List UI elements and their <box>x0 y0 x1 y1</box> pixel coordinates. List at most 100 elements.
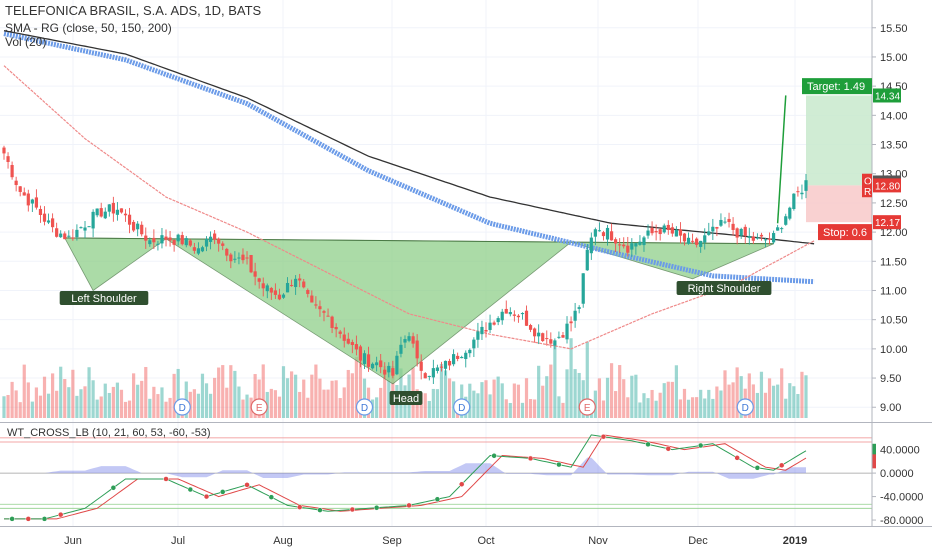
volume-bar <box>545 376 549 418</box>
candle-body <box>565 323 569 340</box>
volume-bar <box>642 393 646 418</box>
volume-bar <box>423 393 427 418</box>
candle-body <box>771 233 776 243</box>
target-price-tag: 14.34 <box>875 91 900 102</box>
volume-bar <box>695 397 699 418</box>
volume-bar <box>731 382 735 418</box>
volume-bar <box>111 386 115 418</box>
candle-body <box>225 248 229 256</box>
volume-bar <box>516 384 521 418</box>
volume-bar <box>127 400 132 418</box>
candle-body <box>666 224 670 231</box>
volume-bar <box>605 377 610 418</box>
r-tag-bg <box>862 184 872 198</box>
wt-histogram <box>4 457 806 479</box>
volume-bar <box>91 380 95 418</box>
event-marker <box>736 398 754 416</box>
right-shoulder-label: Right Shoulder <box>688 283 761 295</box>
volume-bar <box>221 365 225 418</box>
indicator-tick-label: -80.0000 <box>880 515 923 527</box>
volume-bar <box>662 383 666 418</box>
candle-body <box>569 321 573 324</box>
volume-bar <box>792 386 796 418</box>
candle-body <box>703 235 707 243</box>
target-projection-line <box>776 95 787 224</box>
wt-cross-dot <box>600 433 607 440</box>
wt-cross-dot <box>665 445 672 452</box>
target-price-tag-bg <box>873 88 901 103</box>
volume-bar <box>577 372 581 418</box>
candle-body <box>411 336 415 344</box>
event-marker-letter: E <box>584 403 591 414</box>
candle-body <box>87 226 91 228</box>
candle-body <box>245 257 249 259</box>
volume-bar <box>480 382 484 418</box>
volume-bar <box>622 379 626 418</box>
candle-body <box>140 224 144 235</box>
volume-bar <box>609 363 614 418</box>
candle-body <box>314 304 318 306</box>
volume-bar <box>14 390 18 418</box>
volume-bar <box>439 363 444 418</box>
y-tick-label: 15.50 <box>880 23 908 35</box>
candle-body <box>127 214 132 225</box>
left-shoulder-label: Left Shoulder <box>71 293 137 305</box>
wt-cross-dot <box>244 482 250 488</box>
volume-bar <box>472 390 476 418</box>
volume-bar <box>261 364 265 418</box>
volume-bar <box>358 356 363 418</box>
candle-body <box>111 202 115 214</box>
candle-body <box>695 238 699 245</box>
candle-body <box>577 307 581 309</box>
candle-body <box>362 353 367 364</box>
volume-bar <box>763 392 768 418</box>
y-tick-label: 10.00 <box>880 344 908 356</box>
volume-legend: Vol (20) <box>5 35 47 49</box>
volume-bar <box>302 379 306 418</box>
sma-legend: SMA - RG (close, 50, 150, 200) <box>5 21 172 35</box>
candle-body <box>375 362 379 366</box>
volume-bar <box>83 386 87 418</box>
candle-body <box>464 352 468 360</box>
candle-body <box>476 331 480 340</box>
volume-bar <box>334 380 338 418</box>
x-tick-label: Nov <box>588 535 608 547</box>
volume-bar <box>362 378 367 418</box>
volume-bar <box>237 386 241 418</box>
candlesticks <box>2 95 808 385</box>
volume-bar <box>727 384 731 418</box>
candle-body <box>784 216 788 225</box>
candle-body <box>528 325 533 330</box>
candle-body <box>298 278 302 281</box>
volume-bar <box>253 374 257 418</box>
candle-body <box>788 207 792 219</box>
candle-body <box>686 237 691 244</box>
candle-body <box>699 240 703 247</box>
candle-body <box>136 223 140 230</box>
candle-body <box>678 229 683 236</box>
candle-body <box>18 186 22 192</box>
candle-body <box>573 310 577 321</box>
candle-body <box>306 290 310 294</box>
y-tick-label: 12.00 <box>880 227 908 239</box>
candle-body <box>419 361 423 371</box>
candle-body <box>318 306 322 310</box>
candle-body <box>605 227 610 240</box>
volume-bar <box>500 383 504 418</box>
volume-bar <box>788 383 792 418</box>
volume-bar <box>217 367 221 418</box>
y-tick-label: 11.00 <box>880 285 907 297</box>
volume-bar <box>314 364 318 418</box>
wt-cross-dot <box>754 465 761 471</box>
candle-body <box>330 316 334 328</box>
candle-body <box>184 238 188 246</box>
wt-cross-dot <box>734 455 740 461</box>
wt-cross-dot <box>373 504 380 511</box>
volume-bar <box>674 365 678 418</box>
candle-body <box>468 349 472 354</box>
volume-bar <box>375 397 379 418</box>
volume-bar <box>533 399 537 418</box>
volume-bar <box>30 401 34 418</box>
volume-bar <box>468 383 472 418</box>
candle-body <box>387 365 391 373</box>
